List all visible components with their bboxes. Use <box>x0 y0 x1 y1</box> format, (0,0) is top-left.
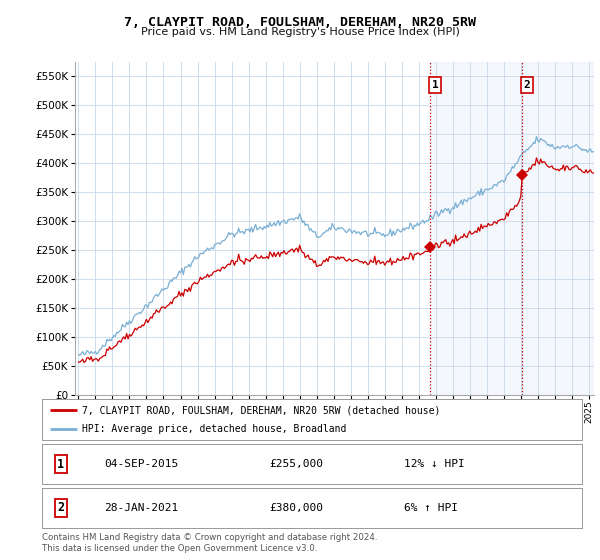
Text: 1: 1 <box>432 80 439 90</box>
Text: £380,000: £380,000 <box>269 503 323 513</box>
Bar <box>430 62 522 395</box>
Text: Price paid vs. HM Land Registry's House Price Index (HPI): Price paid vs. HM Land Registry's House … <box>140 27 460 37</box>
Text: 1: 1 <box>58 458 64 471</box>
Text: 2: 2 <box>524 80 530 90</box>
Text: 7, CLAYPIT ROAD, FOULSHAM, DEREHAM, NR20 5RW (detached house): 7, CLAYPIT ROAD, FOULSHAM, DEREHAM, NR20… <box>83 405 441 415</box>
Text: 7, CLAYPIT ROAD, FOULSHAM, DEREHAM, NR20 5RW: 7, CLAYPIT ROAD, FOULSHAM, DEREHAM, NR20… <box>124 16 476 29</box>
Text: £255,000: £255,000 <box>269 459 323 469</box>
Text: 04-SEP-2015: 04-SEP-2015 <box>104 459 178 469</box>
Bar <box>522 62 594 395</box>
Text: Contains HM Land Registry data © Crown copyright and database right 2024.
This d: Contains HM Land Registry data © Crown c… <box>42 533 377 553</box>
Text: HPI: Average price, detached house, Broadland: HPI: Average price, detached house, Broa… <box>83 424 347 433</box>
Text: 6% ↑ HPI: 6% ↑ HPI <box>404 503 458 513</box>
Text: 2: 2 <box>58 501 64 515</box>
Text: 12% ↓ HPI: 12% ↓ HPI <box>404 459 464 469</box>
Text: 28-JAN-2021: 28-JAN-2021 <box>104 503 178 513</box>
